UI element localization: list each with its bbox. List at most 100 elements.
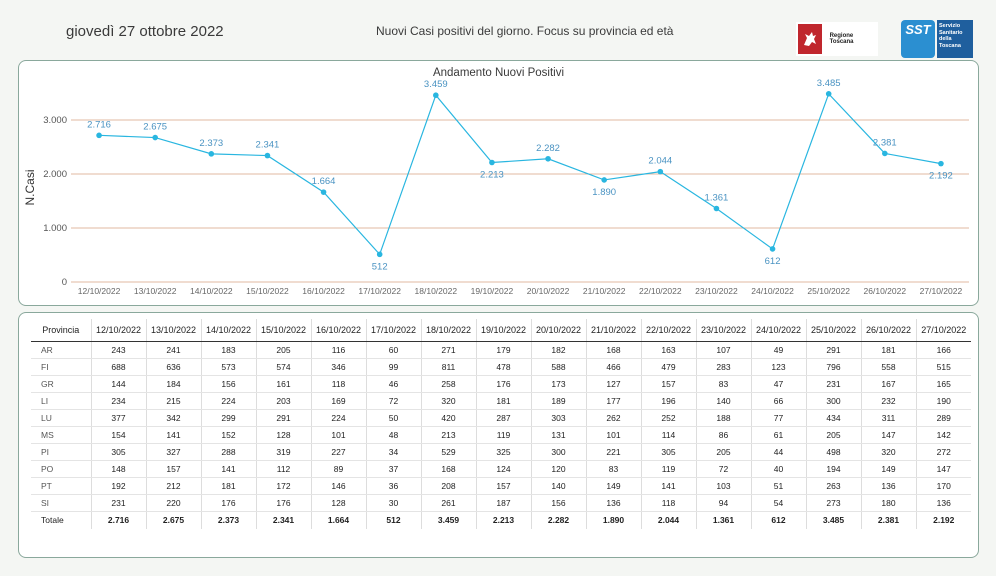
table-cell: 163 <box>640 341 696 359</box>
x-tick-label: 16/10/2022 <box>302 286 345 296</box>
x-tick-label: 22/10/2022 <box>639 286 682 296</box>
series-line <box>99 92 942 256</box>
province-name: PI <box>31 443 91 461</box>
y-axis-label: N.Casi <box>23 169 37 205</box>
province-name: LI <box>31 392 91 410</box>
table-cell: 196 <box>640 392 696 410</box>
table-cell: 94 <box>695 494 751 512</box>
table-cell: 227 <box>310 443 366 461</box>
data-label: 2.044 <box>648 156 672 167</box>
table-panel: Provincia 12/10/2022 13/10/2022 14/10/2022 1… <box>18 312 979 558</box>
x-tick-label: 26/10/2022 <box>864 286 907 296</box>
data-point <box>96 132 102 139</box>
table-cell: 498 <box>805 443 861 461</box>
table-cell: 2.044 <box>640 510 696 529</box>
table-cell: 119 <box>640 460 696 478</box>
table-cell: 149 <box>860 460 916 478</box>
table-row: MS 154 141 152 128 101 48 213 119 131 101 114 86 61 20… <box>31 426 971 444</box>
table-cell: 434 <box>805 409 861 427</box>
table-cell: 305 <box>640 443 696 461</box>
table-cell: 796 <box>805 358 861 376</box>
table-cell: 213 <box>420 426 476 444</box>
table-cell: 89 <box>310 460 366 478</box>
column-header-date: 13/10/2022 <box>145 319 201 342</box>
table-cell: 114 <box>640 426 696 444</box>
data-point <box>264 152 271 159</box>
table-cell: 291 <box>805 341 861 359</box>
table-cell: 263 <box>805 477 861 495</box>
table-cell: 342 <box>145 409 201 427</box>
table-cell: 636 <box>145 358 201 376</box>
table-cell: 177 <box>585 392 641 410</box>
column-header-provincia: Provincia <box>31 319 91 342</box>
table-cell: 320 <box>420 392 476 410</box>
province-name: Totale <box>31 510 91 529</box>
x-tick-label: 20/10/2022 <box>527 286 570 296</box>
table-cell: 184 <box>145 375 201 393</box>
data-label: 2.192 <box>929 171 953 182</box>
table-cell: 50 <box>365 409 421 427</box>
province-name: GR <box>31 375 91 393</box>
table-cell: 612 <box>750 510 806 529</box>
table-cell: 157 <box>145 460 201 478</box>
data-point <box>601 177 607 183</box>
table-cell: 300 <box>805 392 861 410</box>
table-cell: 119 <box>475 426 531 444</box>
table-cell: 127 <box>585 375 641 393</box>
table-cell: 2.373 <box>200 510 256 529</box>
table-cell: 205 <box>805 426 861 444</box>
data-label: 612 <box>765 256 781 267</box>
table-row: LU 377 342 299 291 224 50 420 287 303 262 252 188 77 4… <box>31 409 971 427</box>
x-tick-label: 23/10/2022 <box>695 286 738 296</box>
page-header: giovedì 27 ottobre 2022 Nuovi Casi posit… <box>0 0 996 60</box>
table-cell: 3.459 <box>420 510 476 529</box>
table-cell: 241 <box>145 341 201 359</box>
table-row: AR 243 241 183 205 116 60 271 179 182 168 163 107 49 2… <box>31 341 971 359</box>
table-cell: 83 <box>695 375 751 393</box>
table-cell: 124 <box>475 460 531 478</box>
table-row: FI 688 636 573 574 346 99 811 478 588 466 479 283 123… <box>31 358 971 376</box>
column-header-date: 14/10/2022 <box>200 319 256 342</box>
table-cell: 181 <box>475 392 531 410</box>
table-cell: 212 <box>145 477 201 495</box>
table-cell: 2.282 <box>530 510 586 529</box>
table-cell: 154 <box>90 426 146 444</box>
table-cell: 283 <box>695 358 751 376</box>
table-cell: 168 <box>420 460 476 478</box>
table-cell: 141 <box>200 460 256 478</box>
x-tick-label: 14/10/2022 <box>190 286 233 296</box>
table-cell: 289 <box>915 409 971 427</box>
table-cell: 157 <box>640 375 696 393</box>
table-cell: 51 <box>750 477 806 495</box>
table-cell: 252 <box>640 409 696 427</box>
x-tick-label: 24/10/2022 <box>751 286 794 296</box>
table-cell: 49 <box>750 341 806 359</box>
sst-mark: SST <box>901 20 935 58</box>
pegasus-icon <box>798 24 822 54</box>
column-header-date: 23/10/2022 <box>695 319 751 342</box>
table-cell: 273 <box>805 494 861 512</box>
report-subtitle: Nuovi Casi positivi del giorno. Focus su… <box>376 24 674 38</box>
x-tick-label: 21/10/2022 <box>583 286 626 296</box>
table-cell: 688 <box>90 358 146 376</box>
table-cell: 574 <box>255 358 311 376</box>
table-cell: 183 <box>200 341 256 359</box>
table-cell: 234 <box>90 392 146 410</box>
data-point <box>938 160 944 167</box>
table-cell: 479 <box>640 358 696 376</box>
table-cell: 215 <box>145 392 201 410</box>
table-cell: 300 <box>530 443 586 461</box>
table-cell: 142 <box>915 426 971 444</box>
table-cell: 466 <box>585 358 641 376</box>
table-cell: 182 <box>530 341 586 359</box>
data-label: 2.341 <box>256 140 280 151</box>
table-cell: 176 <box>200 494 256 512</box>
table-cell: 147 <box>915 460 971 478</box>
table-cell: 120 <box>530 460 586 478</box>
table-cell: 118 <box>310 375 366 393</box>
table-cell: 66 <box>750 392 806 410</box>
table-cell: 141 <box>640 477 696 495</box>
table-cell: 157 <box>475 477 531 495</box>
table-cell: 77 <box>750 409 806 427</box>
table-cell: 311 <box>860 409 916 427</box>
